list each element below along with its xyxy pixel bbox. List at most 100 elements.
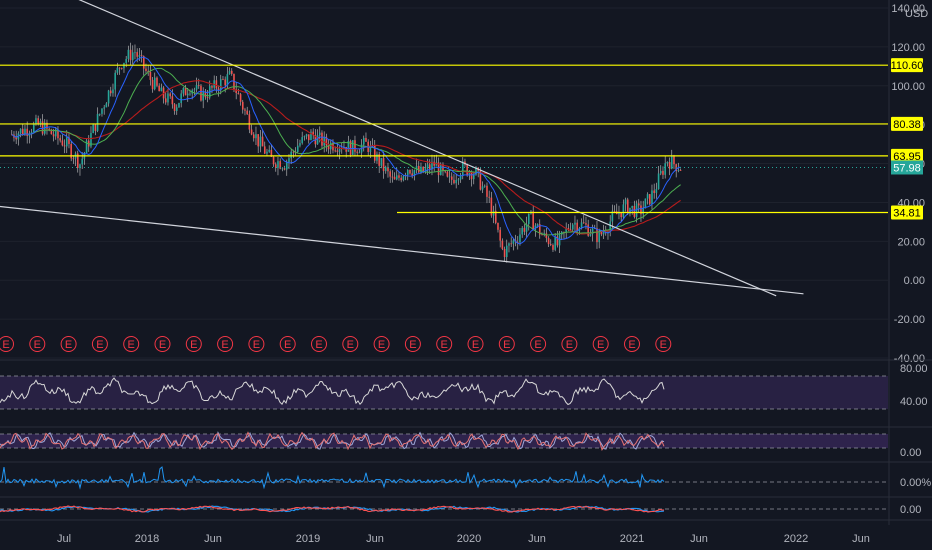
candle-body — [189, 93, 191, 95]
candle-body — [57, 129, 59, 139]
earnings-marker[interactable]: E — [29, 336, 46, 352]
earnings-marker-label: E — [159, 339, 166, 351]
candle-body — [171, 96, 174, 105]
earnings-marker[interactable]: E — [0, 336, 14, 352]
candle-body — [156, 77, 158, 86]
candle-body — [602, 231, 605, 235]
candle-body — [32, 123, 35, 133]
earnings-marker[interactable]: E — [185, 336, 202, 352]
candle-body — [461, 161, 464, 176]
candle-body — [362, 137, 365, 145]
candle-body — [582, 222, 585, 224]
earnings-marker[interactable]: E — [123, 336, 140, 352]
earnings-marker[interactable]: E — [592, 336, 609, 352]
price-level-value: 80.38 — [893, 119, 921, 131]
price-level-value: 34.81 — [893, 208, 921, 220]
candle-body — [426, 164, 429, 169]
stochastic-pane[interactable]: 0.00 — [0, 431, 921, 460]
candle-body — [215, 80, 218, 89]
candle-body — [422, 166, 424, 173]
candle-body — [140, 55, 143, 57]
earnings-marker[interactable]: E — [436, 336, 453, 352]
price-level-tag: 110.60 — [891, 58, 923, 73]
price-pane[interactable] — [0, 0, 888, 359]
earnings-marker[interactable]: E — [60, 336, 77, 352]
earnings-marker[interactable]: E — [530, 336, 547, 352]
candle-body — [622, 204, 625, 218]
price-level-tag: 63.95 — [891, 148, 923, 163]
candle-body — [268, 149, 270, 152]
earnings-marker[interactable]: E — [311, 336, 327, 352]
earnings-marker[interactable]: E — [342, 336, 359, 352]
candle-body — [552, 245, 554, 250]
earnings-marker-label: E — [660, 339, 667, 351]
earnings-marker[interactable]: E — [498, 336, 515, 352]
candle-body — [112, 89, 114, 94]
candle-body — [466, 164, 468, 176]
earnings-marker-label: E — [472, 339, 479, 351]
price-axis-tick: 20.00 — [897, 236, 925, 248]
candle-body — [631, 205, 633, 208]
earnings-marker[interactable]: E — [91, 336, 108, 352]
candle-body — [52, 134, 55, 137]
earnings-marker[interactable]: E — [467, 336, 484, 352]
candle-body — [501, 240, 504, 249]
earnings-marker[interactable]: E — [279, 336, 296, 352]
candle-body — [76, 153, 79, 169]
earnings-marker[interactable]: E — [624, 336, 640, 352]
volatility-pane[interactable]: 0.00% — [0, 466, 931, 490]
candle-body — [488, 196, 490, 198]
candle-body — [400, 177, 402, 181]
earnings-marker[interactable]: E — [373, 336, 390, 352]
candle-body — [321, 132, 323, 146]
candle-body — [497, 222, 499, 230]
earnings-marker-label: E — [253, 339, 260, 351]
candle-body — [490, 197, 493, 216]
candle-body — [184, 87, 187, 96]
candle-body — [607, 231, 609, 234]
candle-body — [662, 170, 664, 175]
candle-body — [448, 176, 451, 178]
candle-body — [492, 210, 495, 216]
candle-body — [277, 161, 279, 168]
candle-body — [565, 228, 567, 232]
rsi-pane[interactable]: 80.00 40.00 — [0, 363, 928, 410]
candle-body — [389, 171, 391, 177]
macd-pane[interactable]: 0.00 — [0, 504, 921, 516]
candle-body — [288, 158, 290, 163]
candle-body — [63, 145, 66, 147]
time-axis[interactable]: Jul 2018 Jun 2019 Jun 2020 Jun 2021 Jun 2022 Jun — [57, 533, 870, 545]
earnings-marker[interactable]: E — [217, 336, 234, 352]
earnings-marker[interactable]: E — [154, 336, 171, 352]
earnings-marker[interactable]: E — [561, 336, 578, 352]
earnings-marker-circle — [624, 336, 640, 352]
candle-body — [85, 140, 88, 153]
price-level-value: 63.95 — [893, 151, 921, 163]
earnings-marker-label: E — [284, 339, 291, 351]
candle-body — [358, 152, 361, 154]
candle-body — [450, 176, 453, 180]
candle-body — [255, 134, 257, 139]
price-axis-tick: 140.00 — [891, 3, 925, 15]
candle-body — [369, 145, 372, 153]
trendline[interactable] — [0, 0, 777, 297]
time-axis-tick: Jun — [366, 533, 384, 545]
earnings-marker[interactable]: E — [655, 336, 672, 352]
candle-body — [15, 137, 17, 140]
candle-body — [118, 67, 121, 69]
candle-body — [534, 225, 537, 230]
candle-body — [406, 169, 409, 175]
candle-body — [125, 58, 127, 63]
price-level-tag: 34.81 — [891, 205, 923, 220]
candle-body — [576, 222, 578, 232]
trendline[interactable] — [0, 205, 804, 295]
candle-body — [327, 145, 330, 150]
candle-body — [635, 203, 638, 217]
earnings-marker-circle — [91, 336, 108, 352]
earnings-marker[interactable]: E — [248, 336, 265, 352]
candle-body — [50, 129, 53, 135]
earnings-marker[interactable]: E — [404, 336, 421, 352]
candle-body — [483, 185, 486, 187]
earnings-marker-circle — [279, 336, 296, 352]
